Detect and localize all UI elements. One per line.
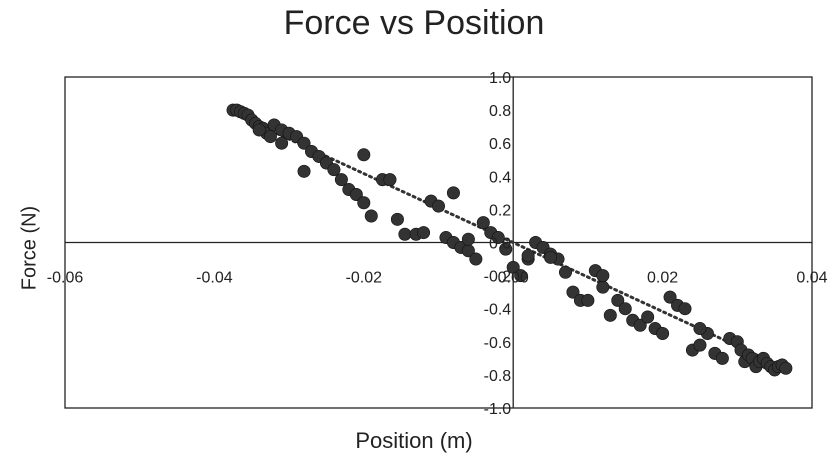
- data-point: [566, 285, 580, 299]
- x-axis-title: Position (m): [355, 428, 473, 453]
- data-point: [633, 318, 647, 332]
- data-point: [715, 351, 729, 365]
- y-tick-label: 0.0: [489, 236, 511, 253]
- y-tick-label: -0.2: [484, 269, 512, 286]
- data-point: [476, 216, 490, 230]
- data-point: [641, 310, 655, 324]
- data-point: [252, 123, 266, 137]
- data-point: [275, 136, 289, 150]
- y-tick-label: -0.6: [484, 335, 512, 352]
- x-tick-label: 0.00: [498, 270, 529, 287]
- data-point: [618, 302, 632, 316]
- y-tick-label: 0.4: [489, 169, 511, 186]
- x-tick-label: -0.04: [196, 270, 233, 287]
- trendline: [242, 116, 777, 365]
- data-point: [663, 290, 677, 304]
- data-point: [779, 361, 793, 375]
- data-point: [558, 265, 572, 279]
- data-point: [327, 163, 341, 177]
- data-point: [417, 226, 431, 240]
- y-tick-label: 0.2: [489, 202, 511, 219]
- data-point: [581, 293, 595, 307]
- data-point: [461, 232, 475, 246]
- data-point: [398, 227, 412, 241]
- data-point: [656, 327, 670, 341]
- x-tick-label: -0.02: [346, 270, 383, 287]
- data-point: [357, 148, 371, 162]
- data-point: [521, 249, 535, 263]
- y-tick-label: -0.4: [484, 302, 512, 319]
- data-point: [596, 269, 610, 283]
- data-point: [603, 308, 617, 322]
- y-tick-label: 0.8: [489, 103, 511, 120]
- data-point: [544, 250, 558, 264]
- data-point: [349, 188, 363, 202]
- y-tick-label: 1.0: [489, 70, 511, 87]
- data-point: [678, 302, 692, 316]
- data-point: [431, 199, 445, 213]
- data-point: [491, 231, 505, 245]
- x-tick-label: 0.02: [647, 270, 678, 287]
- data-point: [357, 196, 371, 210]
- data-point: [596, 280, 610, 294]
- chart-title: Force vs Position: [283, 4, 545, 42]
- data-point: [506, 260, 520, 274]
- x-tick-label: 0.04: [796, 270, 827, 287]
- data-point: [364, 209, 378, 223]
- data-point: [446, 186, 460, 200]
- data-point: [469, 252, 483, 266]
- y-tick-label: -1.0: [484, 401, 512, 418]
- x-tick-label: -0.06: [47, 270, 84, 287]
- y-tick-label: -0.8: [484, 368, 512, 385]
- data-point: [297, 164, 311, 178]
- data-point: [334, 173, 348, 187]
- data-point: [297, 136, 311, 150]
- data-point: [693, 338, 707, 352]
- data-point: [499, 242, 513, 256]
- y-tick-label: 0.6: [489, 136, 511, 153]
- data-point: [514, 269, 528, 283]
- data-point: [611, 293, 625, 307]
- y-axis-title: Force (N): [18, 205, 41, 291]
- data-point: [390, 212, 404, 226]
- data-point: [693, 322, 707, 336]
- data-point: [383, 173, 397, 187]
- data-point: [263, 130, 277, 144]
